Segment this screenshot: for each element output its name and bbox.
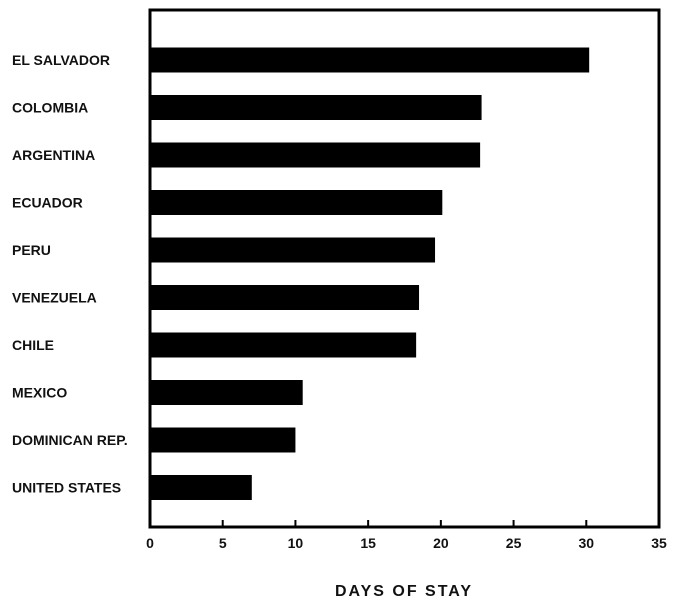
x-tick-label: 20 bbox=[433, 535, 449, 551]
bar bbox=[150, 142, 481, 168]
x-axis-title: DAYS OF STAY bbox=[335, 583, 473, 600]
category-label: CHILE bbox=[12, 337, 54, 353]
category-label: ECUADOR bbox=[12, 195, 83, 211]
bars-group bbox=[150, 47, 590, 500]
x-tick-label: 35 bbox=[651, 535, 667, 551]
x-tick-label: 10 bbox=[288, 535, 304, 551]
category-label: DOMINICAN REP. bbox=[12, 432, 128, 448]
x-tick-label: 30 bbox=[578, 535, 594, 551]
category-labels: EL SALVADOR COLOMBIA ARGENTINA ECUADOR PERU V… bbox=[12, 52, 128, 496]
bar bbox=[150, 237, 436, 263]
bar bbox=[150, 427, 296, 453]
category-label: EL SALVADOR bbox=[12, 52, 110, 68]
category-label: VENEZUELA bbox=[12, 290, 97, 306]
x-axis-ticks: 0 5 10 15 20 25 30 35 bbox=[146, 520, 667, 551]
bar bbox=[150, 285, 420, 310]
category-label: ARGENTINA bbox=[12, 147, 95, 163]
bar bbox=[150, 95, 482, 120]
category-label: MEXICO bbox=[12, 385, 67, 401]
category-label: COLOMBIA bbox=[12, 100, 88, 116]
x-tick-label: 5 bbox=[219, 535, 227, 551]
bar bbox=[150, 475, 252, 500]
category-label: UNITED STATES bbox=[12, 480, 121, 496]
x-tick-label: 25 bbox=[506, 535, 522, 551]
bar bbox=[150, 47, 590, 73]
x-tick-label: 15 bbox=[360, 535, 376, 551]
bar bbox=[150, 332, 417, 358]
bar bbox=[150, 380, 303, 405]
bar bbox=[150, 190, 443, 215]
plot-frame bbox=[148, 8, 661, 529]
x-tick-label: 0 bbox=[146, 535, 154, 551]
category-label: PERU bbox=[12, 242, 51, 258]
